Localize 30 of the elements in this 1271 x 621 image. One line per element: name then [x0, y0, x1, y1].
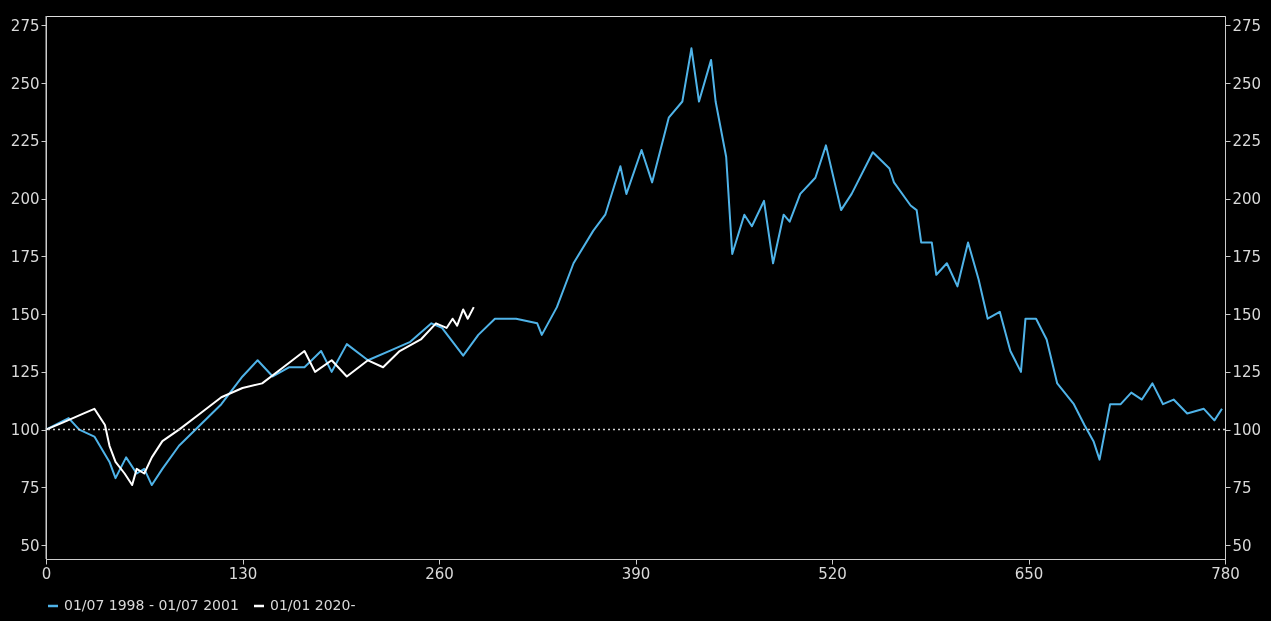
y2-tick-label: 275	[1232, 16, 1262, 35]
y2-tick-label: 125	[1232, 363, 1262, 382]
y-tick-label: 100	[10, 421, 40, 440]
y2-tick-label: 150	[1232, 305, 1262, 324]
y-tick-label: 175	[10, 247, 40, 266]
line-series	[45, 306, 475, 487]
y2-tick-label: 100	[1232, 421, 1262, 440]
x-tick-label: 780	[1211, 564, 1240, 583]
x-tick-label: 520	[818, 564, 847, 583]
y-tick-label: 150	[10, 305, 40, 324]
y2-tick-label: 250	[1232, 74, 1262, 93]
x-tick-label: 0	[41, 564, 52, 583]
y-tick-label: 50	[20, 536, 40, 555]
y-tick-label: 275	[10, 16, 40, 35]
y2-tick-label: 200	[1232, 190, 1262, 209]
y2-tick-label: 175	[1232, 247, 1262, 266]
y2-tick-label: 225	[1232, 132, 1262, 151]
y-tick-label: 200	[10, 190, 40, 209]
y-tick-label: 75	[20, 478, 40, 497]
legend-label: 01/01 2020-	[270, 597, 356, 613]
x-tick-label: 390	[621, 564, 651, 583]
legend-label: 01/07 1998 - 01/07 2001	[64, 597, 239, 613]
y2-tick-label: 75	[1232, 478, 1252, 497]
x-tick-label: 260	[425, 564, 454, 583]
y2-tick-label: 50	[1232, 536, 1252, 555]
y-tick-label: 250	[10, 74, 40, 93]
y-tick-label: 225	[10, 132, 40, 151]
x-tick-label: 130	[228, 564, 258, 583]
y-tick-label: 125	[10, 363, 40, 382]
x-tick-label: 650	[1014, 564, 1044, 583]
